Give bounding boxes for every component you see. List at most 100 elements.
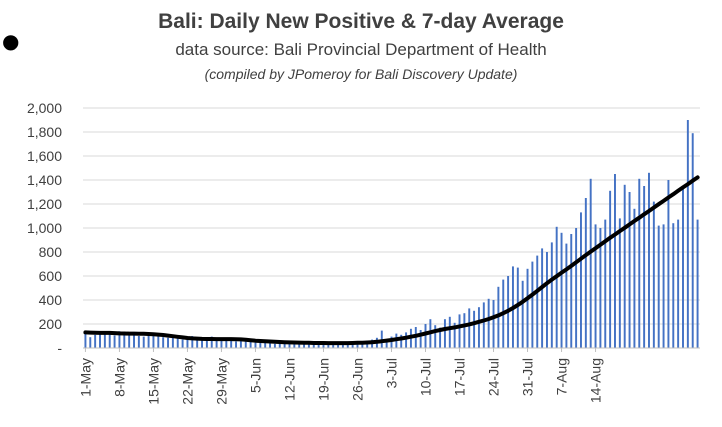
bar [113,335,116,348]
x-tick-label: 5-Jun [247,358,263,393]
bar [181,339,184,348]
bar [176,338,179,348]
bar [531,261,534,348]
bar [638,178,641,348]
bar [332,343,335,348]
bar [614,174,616,348]
bar [137,336,140,348]
bar [167,337,169,348]
bar [327,343,330,348]
bar [575,228,578,348]
x-tick-label: 15-May [145,358,161,405]
bar [162,337,165,348]
x-tick-label: 31-Jul [520,358,536,396]
bar [618,218,621,348]
bar [599,228,602,348]
bar [536,255,539,348]
bar [448,316,451,348]
bar [633,208,636,348]
bar [215,339,218,348]
y-tick-label: 1,800 [27,124,62,140]
bar [516,267,519,348]
x-tick-label: 22-May [179,358,195,405]
bar [288,343,291,348]
bar [521,280,524,348]
bar [604,219,607,348]
bar [672,223,675,348]
bar [443,319,446,348]
bar [186,337,189,348]
bar [458,314,461,348]
y-tick-label: 1,600 [27,148,62,164]
chart-subtitle: data source: Bali Provincial Department … [175,40,547,59]
x-tick-label: 24-Jul [486,358,502,396]
bar [210,336,213,348]
bar [307,342,310,348]
bar [293,344,296,348]
bar [677,219,680,348]
bar [643,186,646,348]
bar [657,225,660,348]
bar [235,341,238,348]
bar [424,324,427,348]
bar [201,339,203,348]
bar [482,302,485,348]
x-tick-label: 8-May [111,358,127,397]
bar [356,342,359,348]
bar [487,298,490,348]
bar [259,340,262,348]
bar [205,338,208,348]
x-tick-label: 1-May [77,358,93,397]
bar [580,212,582,348]
bar [225,338,228,348]
bar [463,313,466,348]
bar [667,180,670,348]
bar [584,198,587,348]
bar [99,332,101,348]
y-tick-label: 600 [39,268,63,284]
bar [652,201,655,348]
y-tick-label: 2,000 [27,100,62,116]
bar [89,337,92,348]
bullet-marker: ● [2,29,20,53]
bar [142,336,145,348]
bar [662,224,665,348]
x-tick-label: 17-Jul [452,358,468,396]
bar [278,342,281,348]
bar [565,243,568,348]
bar [623,184,626,348]
bar [686,120,689,348]
bar [609,190,612,348]
bar [550,242,553,348]
bar [239,340,242,348]
bar [385,339,388,348]
bar [147,334,150,348]
bar [133,332,135,348]
bar [123,333,126,348]
bar [560,232,563,348]
bar [468,308,471,348]
bar [108,333,111,348]
x-tick-label: 7-Aug [554,358,570,395]
bar [269,343,272,348]
bar [439,327,442,348]
bar [361,342,364,348]
bar [589,178,592,348]
x-tick-label: 29-May [213,358,229,405]
x-tick-label: 26-Jun [349,358,365,401]
bar [317,343,320,348]
bar [312,344,315,348]
bar [419,330,422,348]
bar [628,192,631,348]
bar [103,333,106,348]
bar [453,322,456,348]
bar [682,186,684,348]
bar [594,224,597,348]
bar [244,339,247,348]
bar [390,336,393,348]
bar [191,336,194,348]
bar [337,342,340,348]
bar [570,234,573,348]
bar [249,342,252,348]
y-tick-label: 400 [39,292,63,308]
